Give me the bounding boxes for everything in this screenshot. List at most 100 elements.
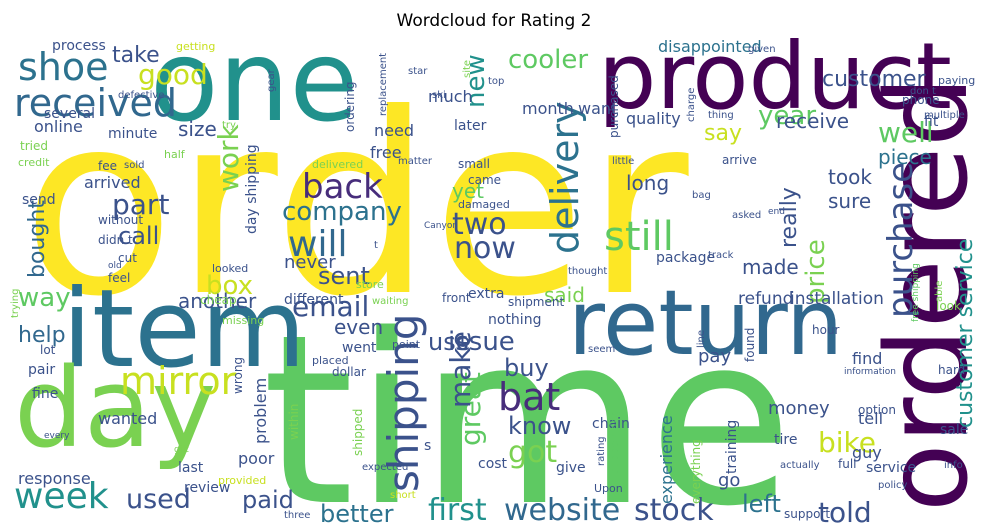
word: purchased (607, 75, 621, 138)
word: went (342, 340, 377, 356)
word: box (206, 271, 253, 301)
word: got (508, 435, 557, 470)
word: process (52, 38, 106, 54)
word: missing (222, 314, 264, 327)
word: small (458, 157, 490, 171)
word: service (866, 460, 916, 476)
word: go (718, 470, 740, 491)
word: sale (940, 422, 968, 438)
word: first (428, 493, 487, 528)
word: shoe (18, 45, 109, 89)
word: another (178, 289, 257, 313)
word: guy (852, 443, 882, 462)
word: bag (692, 190, 711, 201)
word: nothing (488, 312, 541, 328)
word: fee (98, 159, 117, 173)
word: arrive (722, 153, 757, 167)
word: getting (176, 40, 215, 53)
word: found (743, 328, 757, 362)
word: full (838, 457, 857, 471)
word: asked (732, 210, 761, 221)
word: shipping (379, 314, 428, 492)
word: mirror (120, 359, 237, 403)
word: looked (212, 262, 248, 275)
word: money (768, 398, 830, 419)
word: given (748, 44, 776, 55)
word: paid (242, 486, 294, 514)
word: make (444, 331, 477, 408)
word: made (742, 255, 799, 279)
word: expected (362, 462, 408, 473)
word: wrong (231, 357, 245, 394)
word: three (284, 510, 310, 521)
word: month (522, 99, 574, 118)
word: company (282, 197, 402, 227)
word: better (320, 500, 394, 528)
word: know (508, 412, 571, 440)
word: credit (18, 156, 50, 169)
word: rating (596, 436, 607, 466)
word: took (828, 165, 872, 189)
word: free (370, 143, 402, 162)
word: tire (774, 432, 797, 448)
word: help (18, 323, 66, 348)
word: purchase (881, 162, 921, 318)
word: cost (478, 456, 508, 472)
word: cut (118, 251, 137, 265)
word: stock (634, 493, 714, 528)
word: take (112, 43, 160, 68)
word: store (356, 278, 384, 291)
word: said (544, 283, 585, 307)
word: customer (822, 67, 927, 92)
word: piece (878, 145, 932, 169)
word: half (164, 148, 186, 161)
word: seem (588, 344, 615, 355)
word: told (818, 496, 872, 529)
word: buy (504, 354, 549, 382)
word: back (302, 167, 383, 207)
word: later (454, 118, 487, 134)
word: new (461, 54, 491, 108)
word: training (724, 420, 740, 474)
word: used (126, 484, 191, 515)
word: day (14, 344, 216, 472)
word: came (468, 173, 501, 187)
word: say (704, 121, 742, 146)
word: need (374, 121, 414, 140)
word: line (696, 330, 707, 348)
word: well (878, 116, 934, 149)
word: tell (858, 409, 883, 428)
word: wanted (98, 409, 157, 428)
word: delivery (543, 101, 587, 254)
word: poor (238, 449, 275, 468)
word: point (392, 338, 421, 351)
word: two (452, 207, 507, 242)
word: review (184, 480, 230, 496)
word: bike (818, 426, 876, 459)
word: time (262, 285, 793, 532)
word: website (504, 493, 620, 528)
word: actually (780, 460, 820, 471)
word: use (428, 328, 470, 356)
word: waiting (372, 296, 408, 307)
word: s (424, 438, 431, 454)
word: item (62, 267, 306, 392)
word: little (612, 156, 634, 167)
word: everything (689, 439, 703, 504)
word: paying (938, 74, 975, 87)
word: several (44, 106, 95, 122)
word: fit (924, 114, 939, 130)
word: gear (266, 68, 277, 92)
word: product (598, 23, 952, 130)
word: information (844, 367, 896, 377)
word: never (284, 252, 336, 273)
word: send (22, 192, 56, 208)
word: track (708, 250, 734, 261)
word: yet (452, 179, 484, 203)
word: long (626, 171, 669, 195)
word: pair (28, 362, 55, 378)
word: online (34, 117, 83, 136)
word: customer service (953, 239, 978, 428)
word: will (288, 224, 347, 265)
